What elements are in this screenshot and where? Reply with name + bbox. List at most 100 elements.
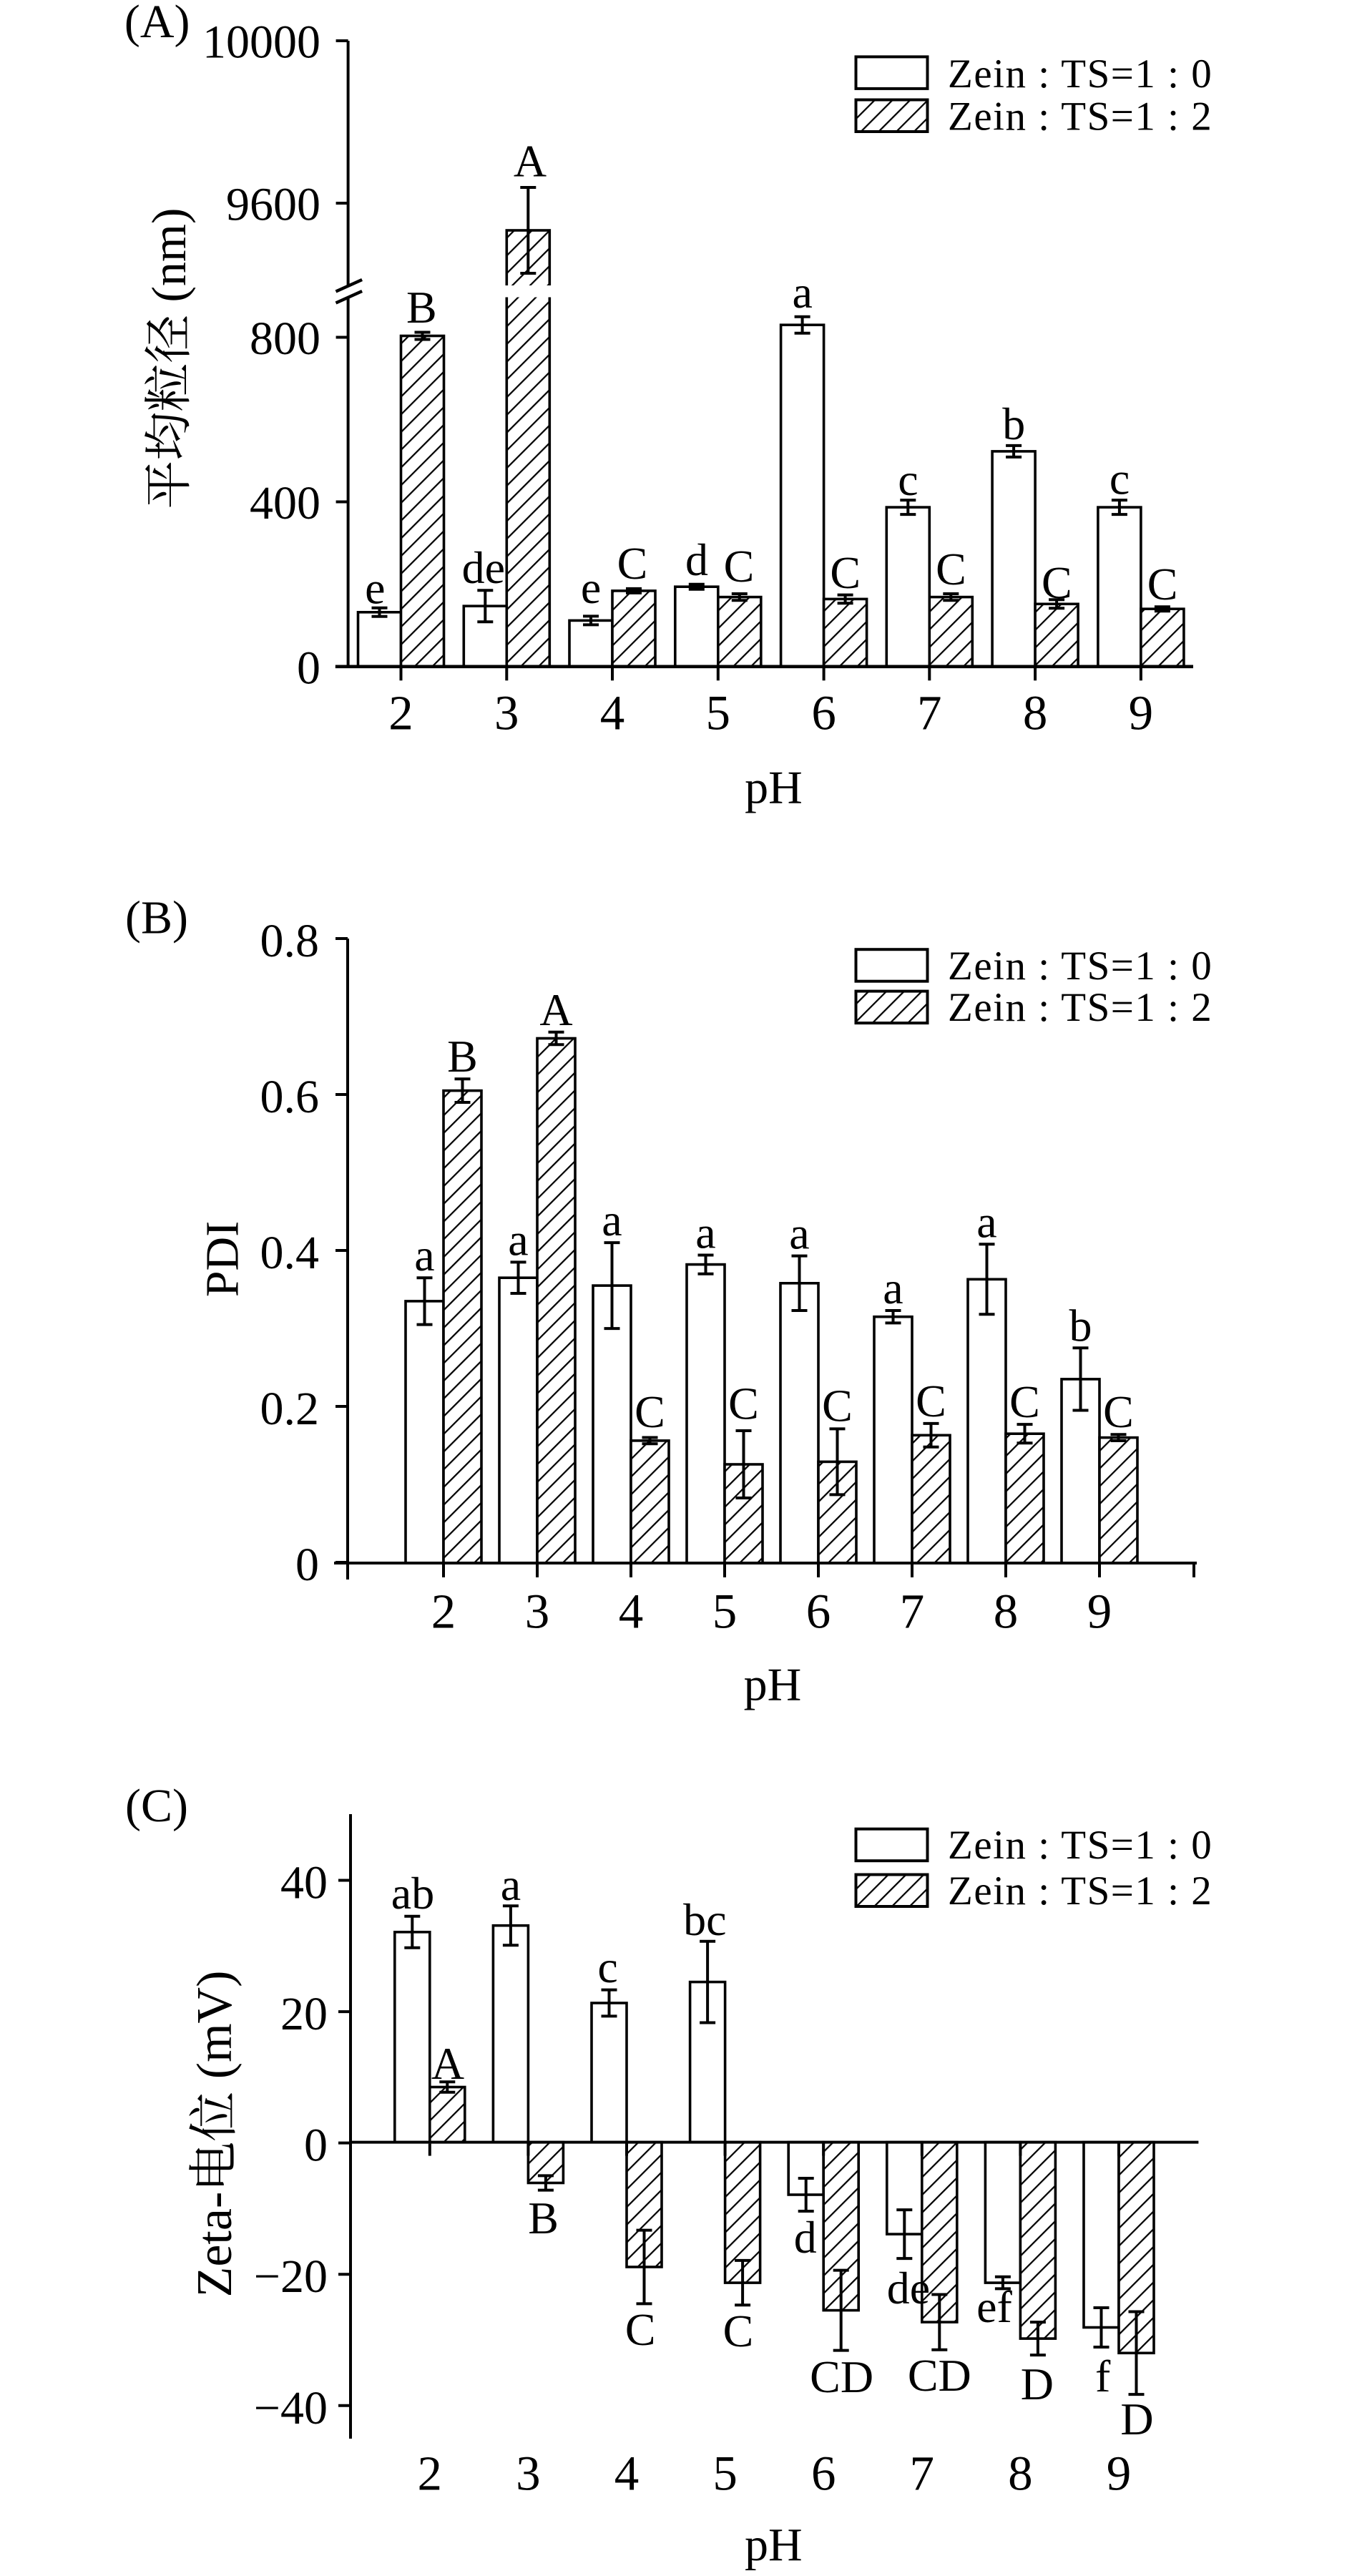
svg-text:f: f — [1095, 2351, 1111, 2401]
svg-text:C: C — [916, 1376, 946, 1426]
svg-text:0: 0 — [295, 1539, 319, 1591]
svg-text:Zein : TS=1 : 2: Zein : TS=1 : 2 — [948, 985, 1213, 1030]
svg-text:pH: pH — [745, 761, 803, 813]
svg-text:D: D — [1120, 2394, 1153, 2444]
svg-text:3: 3 — [494, 686, 519, 740]
svg-text:6: 6 — [811, 2447, 836, 2501]
svg-text:d: d — [794, 2212, 817, 2263]
svg-text:Zeta-: Zeta- — [187, 2192, 243, 2298]
svg-text:de: de — [887, 2263, 930, 2313]
svg-text:a: a — [789, 1208, 809, 1259]
svg-text:5: 5 — [712, 1585, 738, 1639]
svg-text:C: C — [724, 541, 755, 592]
svg-text:A: A — [514, 136, 547, 187]
svg-text:C: C — [625, 2304, 656, 2355]
svg-text:pH: pH — [744, 1658, 802, 1710]
svg-text:2: 2 — [388, 686, 413, 740]
svg-text:B: B — [406, 282, 437, 333]
svg-text:b: b — [1069, 1300, 1092, 1351]
svg-text:8: 8 — [994, 1585, 1019, 1639]
svg-text:C: C — [1042, 557, 1072, 608]
svg-text:D: D — [1021, 2359, 1054, 2409]
svg-text:C: C — [936, 544, 966, 594]
svg-text:A: A — [539, 984, 572, 1035]
svg-text:pH: pH — [745, 2519, 803, 2571]
svg-text:0.8: 0.8 — [260, 915, 320, 967]
svg-text:C: C — [830, 547, 861, 598]
svg-text:7: 7 — [900, 1585, 925, 1639]
svg-text:c: c — [898, 454, 918, 505]
svg-text:(B): (B) — [125, 892, 188, 944]
svg-text:ab: ab — [391, 1868, 434, 1919]
svg-text:0.6: 0.6 — [260, 1071, 320, 1123]
svg-text:6: 6 — [806, 1585, 831, 1639]
svg-text:d: d — [685, 534, 708, 585]
svg-text:C: C — [1103, 1386, 1134, 1437]
svg-text:C: C — [1009, 1376, 1040, 1427]
svg-text:3: 3 — [516, 2447, 541, 2501]
svg-text:10000: 10000 — [202, 16, 320, 69]
svg-text:(A): (A) — [124, 0, 190, 48]
svg-text:bc: bc — [683, 1894, 726, 1945]
svg-text:6: 6 — [811, 686, 836, 740]
svg-text:a: a — [501, 1859, 521, 1910]
svg-text:4: 4 — [600, 686, 625, 740]
svg-text:b: b — [1002, 398, 1025, 449]
svg-text:800: 800 — [250, 313, 320, 365]
svg-text:a: a — [883, 1263, 903, 1313]
svg-text:4: 4 — [619, 1585, 644, 1639]
svg-text:400: 400 — [250, 477, 320, 529]
svg-text:7: 7 — [917, 686, 942, 740]
svg-text:a: a — [602, 1195, 622, 1245]
svg-text:c: c — [1109, 454, 1130, 504]
svg-text:CD: CD — [908, 2350, 971, 2401]
svg-text:Zein : TS=1 : 2: Zein : TS=1 : 2 — [948, 94, 1213, 139]
svg-text:C: C — [635, 1386, 665, 1437]
svg-text:3: 3 — [525, 1585, 550, 1639]
svg-text:e: e — [365, 563, 385, 614]
svg-text:5: 5 — [706, 686, 731, 740]
svg-text:ef: ef — [976, 2281, 1012, 2332]
svg-text:Zein : TS=1 : 2: Zein : TS=1 : 2 — [948, 1869, 1213, 1914]
svg-text:a: a — [976, 1196, 996, 1247]
svg-text:8: 8 — [1008, 2447, 1033, 2501]
svg-text:A: A — [431, 2038, 464, 2089]
svg-text:C: C — [723, 2306, 754, 2356]
svg-text:a: a — [508, 1214, 528, 1265]
svg-text:9: 9 — [1087, 1585, 1112, 1639]
svg-text:e: e — [581, 562, 601, 613]
svg-text:0.2: 0.2 — [260, 1383, 320, 1435]
svg-text:C: C — [617, 538, 648, 589]
svg-text:9600: 9600 — [226, 179, 320, 231]
svg-text:40: 40 — [280, 1857, 328, 1909]
svg-text:(nm): (nm) — [142, 207, 196, 314]
svg-text:a: a — [792, 267, 812, 318]
svg-text:9: 9 — [1107, 2447, 1132, 2501]
svg-text:C: C — [822, 1381, 853, 1431]
svg-text:8: 8 — [1023, 686, 1048, 740]
svg-text:B: B — [447, 1031, 478, 1082]
svg-text:−20: −20 — [254, 2251, 328, 2303]
svg-text:C: C — [728, 1378, 759, 1429]
svg-text:20: 20 — [280, 1988, 328, 2040]
svg-text:a: a — [414, 1230, 434, 1280]
svg-text:4: 4 — [614, 2447, 640, 2501]
svg-text:B: B — [528, 2193, 559, 2243]
svg-text:0: 0 — [297, 642, 320, 694]
svg-text:(mV): (mV) — [187, 1971, 243, 2092]
svg-text:Zein : TS=1 : 0: Zein : TS=1 : 0 — [948, 1823, 1213, 1868]
svg-text:7: 7 — [910, 2447, 935, 2501]
svg-text:PDI: PDI — [196, 1221, 248, 1297]
svg-text:C: C — [1147, 559, 1178, 609]
svg-text:2: 2 — [431, 1585, 456, 1639]
svg-text:c: c — [597, 1941, 617, 1992]
svg-text:2: 2 — [418, 2447, 443, 2501]
svg-text:0: 0 — [304, 2120, 328, 2172]
svg-text:Zein : TS=1 : 0: Zein : TS=1 : 0 — [948, 944, 1213, 989]
svg-text:5: 5 — [712, 2447, 738, 2501]
svg-text:a: a — [695, 1208, 715, 1258]
svg-text:−40: −40 — [254, 2382, 328, 2434]
svg-text:Zein : TS=1 : 0: Zein : TS=1 : 0 — [948, 52, 1213, 97]
svg-text:de: de — [462, 542, 505, 593]
svg-text:(C): (C) — [125, 1780, 188, 1832]
